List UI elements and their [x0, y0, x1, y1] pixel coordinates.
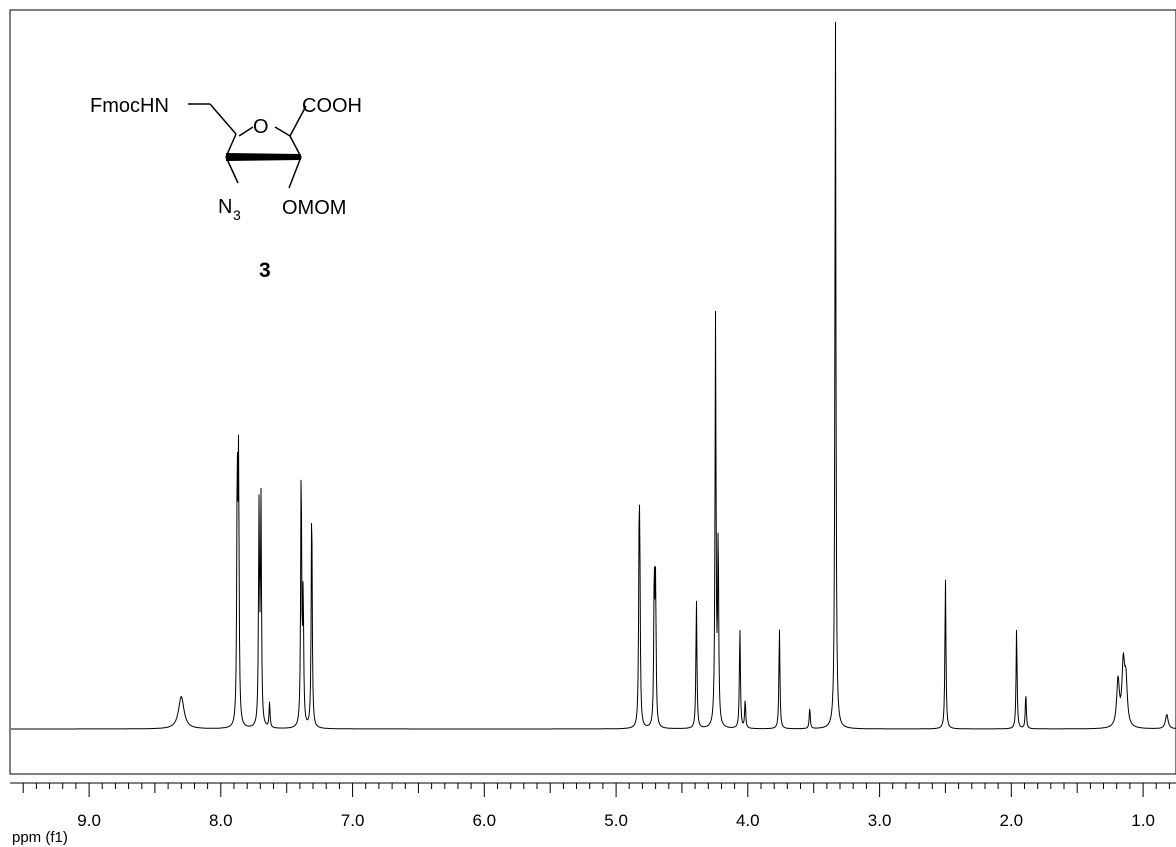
structure-bond	[238, 126, 254, 137]
structure-cooh-label: COOH	[302, 95, 362, 117]
structure-bond	[289, 105, 307, 137]
x-axis-unit-label: ppm (f1)	[12, 829, 68, 846]
x-axis-tick-label: 6.0	[472, 811, 496, 830]
x-axis-ticks: 9.0 8.0 7.0 6.0 5.0 4.0 3.0 2.0 1.0	[22, 783, 1170, 830]
chemical-structure: FmocHN O COOH N 3 OMOM 3	[90, 95, 362, 282]
structure-bond	[225, 156, 239, 184]
x-axis-tick-label: 3.0	[868, 811, 892, 830]
structure-bond	[288, 156, 302, 189]
x-axis-tick-label: 2.0	[999, 811, 1023, 830]
x-axis-tick-label: 1.0	[1131, 811, 1155, 830]
compound-number-label: 3	[259, 259, 271, 282]
structure-azide-label: N	[218, 196, 232, 218]
structure-bond	[209, 103, 237, 135]
x-axis-tick-label: 8.0	[209, 811, 233, 830]
structure-bond	[274, 126, 291, 137]
structure-fmochn-label: FmocHN	[90, 95, 169, 117]
plot-frame	[9, 9, 1176, 775]
x-axis-tick-label: 5.0	[604, 811, 628, 830]
structure-ring-oxygen: O	[253, 116, 269, 138]
structure-azide-subscript: 3	[233, 207, 241, 223]
structure-omom-label: OMOM	[282, 197, 346, 219]
spectrum-trace	[11, 21, 1176, 730]
x-axis-tick-label: 7.0	[341, 811, 365, 830]
structure-bond	[289, 135, 302, 158]
x-axis-tick-label: 9.0	[77, 811, 101, 830]
structure-wedge-bond	[226, 153, 301, 161]
x-axis-tick-label: 4.0	[736, 811, 760, 830]
